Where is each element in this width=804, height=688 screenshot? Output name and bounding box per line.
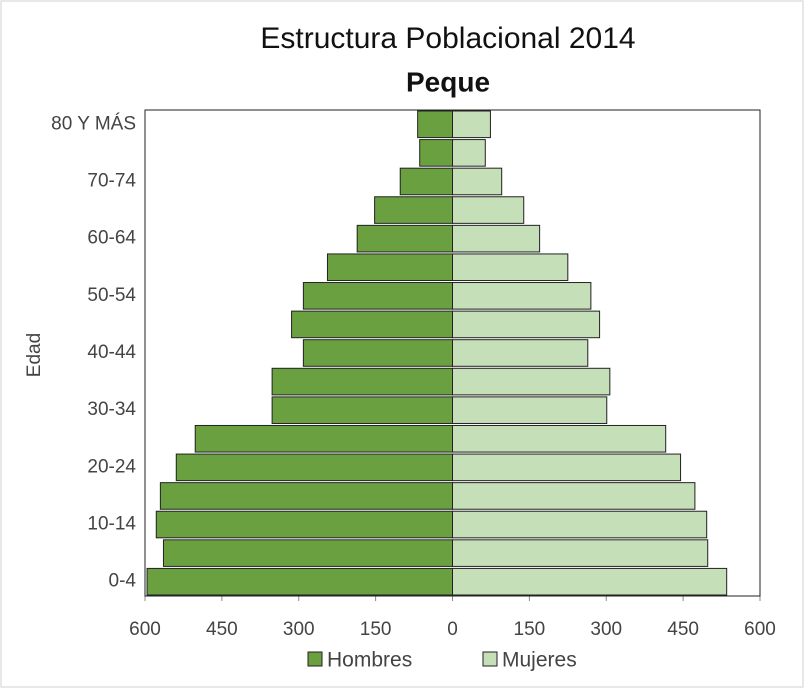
bar bbox=[452, 339, 589, 367]
bar bbox=[419, 139, 454, 167]
x-tick-label: 0 bbox=[447, 619, 458, 640]
bar bbox=[452, 510, 708, 539]
bar bbox=[452, 167, 503, 196]
x-tick-label: 150 bbox=[360, 619, 392, 640]
bar bbox=[452, 110, 491, 139]
bar bbox=[302, 282, 453, 310]
bar bbox=[417, 110, 453, 139]
bar bbox=[452, 396, 608, 424]
legend-swatch bbox=[307, 651, 323, 667]
bar bbox=[374, 196, 454, 224]
bar bbox=[271, 396, 453, 424]
bar bbox=[302, 339, 453, 367]
plot-border bbox=[144, 109, 761, 597]
bar bbox=[452, 567, 728, 596]
bar bbox=[452, 282, 592, 310]
bar bbox=[159, 482, 453, 510]
y-tick-label: 40-44 bbox=[87, 342, 136, 363]
bar bbox=[356, 224, 453, 253]
y-tick-label: 60-64 bbox=[87, 228, 136, 249]
x-tick-label: 300 bbox=[590, 619, 622, 640]
x-tick-label: 150 bbox=[514, 619, 546, 640]
y-tick-label: 20-24 bbox=[87, 456, 136, 477]
bar bbox=[452, 224, 541, 253]
x-tick-label: 300 bbox=[283, 619, 315, 640]
y-tick-label: 50-54 bbox=[87, 285, 136, 306]
bar bbox=[155, 510, 453, 539]
bar bbox=[291, 310, 454, 339]
y-tick-label: 70-74 bbox=[87, 170, 136, 191]
x-tick-label: 450 bbox=[667, 619, 699, 640]
bar bbox=[399, 167, 454, 196]
x-tick-label: 600 bbox=[744, 619, 776, 640]
bar bbox=[271, 367, 453, 396]
x-tick-label: 600 bbox=[129, 619, 161, 640]
y-tick-label: 80 Y MÁS bbox=[51, 113, 136, 134]
bar bbox=[452, 310, 601, 339]
bar bbox=[146, 567, 454, 596]
chart-title: Estructura Poblacional 2014 bbox=[260, 22, 635, 55]
legend-label: Hombres bbox=[327, 649, 412, 672]
y-tick-label: 30-34 bbox=[87, 399, 136, 420]
bar bbox=[452, 539, 709, 567]
bar bbox=[452, 482, 696, 510]
bar bbox=[452, 424, 667, 453]
bar bbox=[452, 253, 569, 282]
legend-label: Mujeres bbox=[502, 649, 577, 672]
bar bbox=[452, 139, 486, 167]
y-axis-label: Edad bbox=[24, 333, 45, 377]
bar bbox=[452, 453, 682, 482]
y-tick-label: 0-4 bbox=[109, 571, 137, 592]
chart-subtitle: Peque bbox=[406, 66, 490, 97]
bar bbox=[452, 196, 525, 224]
x-tick-label: 450 bbox=[206, 619, 238, 640]
bar bbox=[175, 453, 453, 482]
bar bbox=[194, 424, 453, 453]
legend-swatch bbox=[482, 651, 498, 667]
bar bbox=[162, 539, 453, 567]
bar bbox=[326, 253, 454, 282]
bar bbox=[452, 367, 611, 396]
y-tick-label: 10-14 bbox=[87, 514, 136, 535]
